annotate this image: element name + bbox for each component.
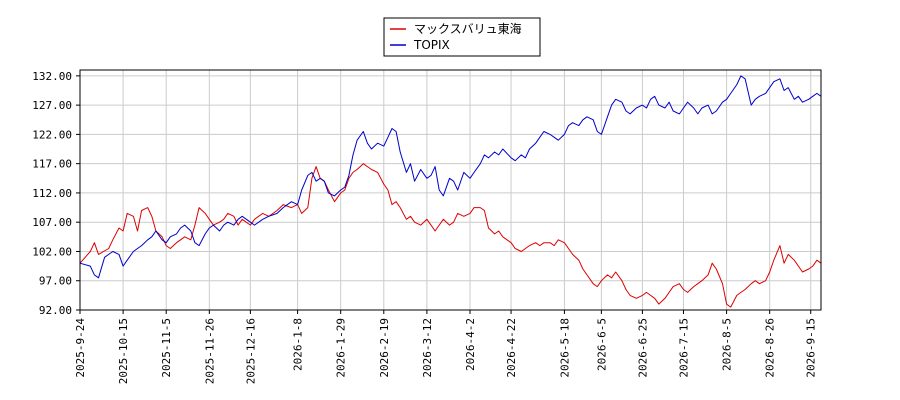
x-tick-label: 2026-8-5 (721, 318, 734, 371)
x-tick-label: 2026-1-29 (335, 318, 348, 378)
x-tick-label: 2026-3-12 (421, 318, 434, 378)
plot-frame (79, 69, 822, 311)
y-tick-label: 97.00 (39, 275, 72, 288)
x-tick-label: 2026-1-8 (292, 318, 305, 371)
y-axis: 92.00 97.00 102.00 107.00 112.00 117.00 122.00… (32, 70, 80, 317)
chart-grid (79, 70, 821, 311)
y-tick-label: 132.00 (32, 70, 72, 83)
x-tick-label: 2026-5-18 (558, 318, 571, 378)
y-tick-label: 107.00 (32, 216, 72, 229)
legend-label-maxvalu: マックスバリュ東海 (414, 21, 522, 36)
y-tick-label: 112.00 (32, 187, 72, 200)
x-tick-label: 2026-2-19 (378, 318, 391, 378)
series-line-topix (79, 75, 822, 279)
x-tick-label: 2025-12-16 (244, 318, 257, 384)
x-tick-label: 2026-4-22 (505, 318, 518, 378)
x-tick-label: 2026-8-26 (764, 318, 777, 378)
x-tick-label: 2026-6-25 (636, 318, 649, 378)
x-tick-label: 2025-10-15 (117, 318, 130, 384)
x-tick-label: 2025-11-5 (160, 318, 173, 378)
y-tick-label: 117.00 (32, 158, 72, 171)
y-tick-label: 127.00 (32, 99, 72, 112)
x-tick-label: 2026-9-15 (805, 318, 818, 378)
y-tick-label: 92.00 (39, 304, 72, 317)
x-tick-label: 2026-6-5 (595, 318, 608, 371)
legend: マックスバリュ東海 TOPIX (383, 17, 541, 57)
y-tick-label: 102.00 (32, 245, 72, 258)
y-tick-label: 122.00 (32, 128, 72, 141)
x-tick-label: 2026-7-15 (677, 318, 690, 378)
legend-box (383, 17, 541, 57)
x-tick-label: 2025-9-24 (74, 318, 87, 378)
x-tick-label: 2025-11-26 (203, 318, 216, 384)
x-tick-label: 2026-4-2 (464, 318, 477, 371)
series-line-maxvalu (79, 163, 822, 308)
x-axis: 2025-9-24 2025-10-15 2025-11-5 2025-11-26 20… (74, 310, 818, 384)
legend-label-topix: TOPIX (413, 38, 450, 52)
chart-series-lines (79, 75, 822, 308)
